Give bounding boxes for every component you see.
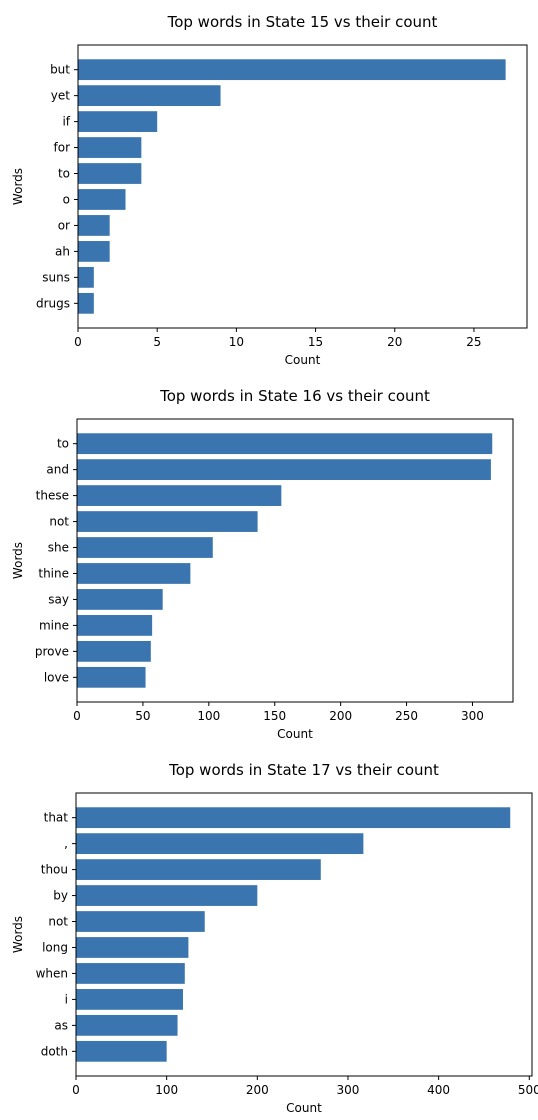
bar-6 [76, 963, 185, 984]
bar-0 [76, 807, 511, 829]
y-tick-label: doth [41, 1044, 68, 1058]
x-tick-label: 0 [72, 1083, 80, 1097]
y-tick-label: mine [39, 618, 69, 632]
y-tick-label: when [36, 966, 68, 980]
x-tick-label: 150 [263, 709, 286, 723]
x-tick-label: 250 [395, 709, 418, 723]
x-tick-label: 20 [387, 335, 402, 349]
plot-frame [76, 418, 514, 703]
bar-7 [78, 241, 110, 262]
x-tick-label: 5 [153, 335, 161, 349]
y-tick-label: i [65, 992, 68, 1006]
y-tick-label: ah [55, 244, 70, 258]
y-tick-label: yet [51, 89, 70, 103]
bar-2 [77, 485, 282, 506]
x-tick-label: 25 [466, 335, 481, 349]
x-axis-label: Count [286, 1101, 322, 1115]
bar-3 [77, 511, 258, 532]
bar-5 [78, 189, 126, 210]
bar-0 [77, 433, 493, 455]
x-axis-label: Count [285, 353, 321, 367]
y-axis-label: Words [11, 542, 25, 579]
bar-7 [77, 615, 153, 636]
bar-1 [77, 459, 491, 481]
bar-9 [77, 666, 146, 688]
bar-7 [76, 989, 183, 1010]
x-tick-label: 200 [246, 1083, 269, 1097]
x-axis-label: Count [277, 727, 313, 741]
y-tick-label: suns [42, 270, 70, 284]
x-tick-label: 300 [337, 1083, 360, 1097]
y-tick-label: prove [35, 644, 69, 658]
bar-2 [78, 111, 158, 132]
y-tick-label: as [54, 1018, 68, 1032]
chart-state-15: Top words in State 15 vs their count but y… [11, 13, 528, 367]
bar-8 [78, 266, 94, 288]
bar-5 [77, 563, 191, 584]
y-tick-label: thine [38, 566, 69, 580]
x-tick-label: 500 [518, 1083, 538, 1097]
y-tick-label: and [46, 463, 69, 477]
y-tick-label: long [42, 940, 68, 954]
plot-frame [77, 44, 528, 329]
bar-3 [76, 885, 258, 906]
y-tick-label: love [44, 670, 69, 684]
y-tick-label: or [58, 218, 70, 232]
bar-4 [77, 537, 213, 558]
y-tick-label: , [64, 837, 68, 851]
y-axis-label: Words [11, 916, 25, 953]
chart-title: Top words in State 15 vs their count [167, 13, 438, 31]
x-tick-label: 200 [329, 709, 352, 723]
bar-9 [76, 1040, 167, 1062]
bar-4 [76, 911, 205, 932]
y-tick-label: these [36, 489, 69, 503]
x-tick-label: 15 [308, 335, 323, 349]
x-tick-label: 0 [74, 335, 82, 349]
y-tick-label: but [50, 63, 70, 77]
y-tick-label: o [63, 192, 70, 206]
bar-1 [76, 833, 364, 855]
x-tick-label: 0 [73, 709, 81, 723]
y-tick-label: she [48, 541, 69, 555]
bar-6 [78, 215, 110, 236]
x-tick-label: 400 [427, 1083, 450, 1097]
chart-state-16: Top words in State 16 vs their count to an… [11, 387, 514, 741]
y-tick-label: not [48, 915, 68, 929]
chart-title: Top words in State 17 vs their count [168, 761, 439, 779]
y-tick-label: if [62, 115, 70, 129]
y-tick-label: by [53, 889, 68, 903]
x-tick-label: 300 [461, 709, 484, 723]
bar-6 [77, 589, 163, 610]
bar-0 [78, 59, 506, 81]
bar-3 [78, 137, 142, 158]
bar-9 [78, 292, 94, 314]
y-tick-label: not [49, 515, 69, 529]
x-tick-label: 50 [135, 709, 150, 723]
y-axis-label: Words [11, 168, 25, 205]
bar-5 [76, 937, 189, 958]
bar-8 [76, 1014, 178, 1036]
y-tick-label: say [48, 592, 69, 606]
y-tick-label: thou [41, 863, 68, 877]
bar-4 [78, 163, 142, 184]
x-tick-label: 100 [155, 1083, 178, 1097]
bar-2 [76, 859, 321, 880]
bar-8 [77, 640, 151, 662]
chart-title: Top words in State 16 vs their count [159, 387, 430, 405]
plot-frame [75, 792, 533, 1077]
x-tick-label: 10 [229, 335, 244, 349]
bar-1 [78, 85, 221, 107]
y-tick-label: to [57, 437, 69, 451]
y-tick-label: that [44, 811, 69, 825]
y-tick-label: to [58, 167, 70, 181]
y-tick-label: drugs [36, 296, 70, 310]
x-tick-label: 100 [197, 709, 220, 723]
chart-state-17: Top words in State 17 vs their count that… [11, 761, 538, 1115]
y-tick-label: for [54, 141, 71, 155]
